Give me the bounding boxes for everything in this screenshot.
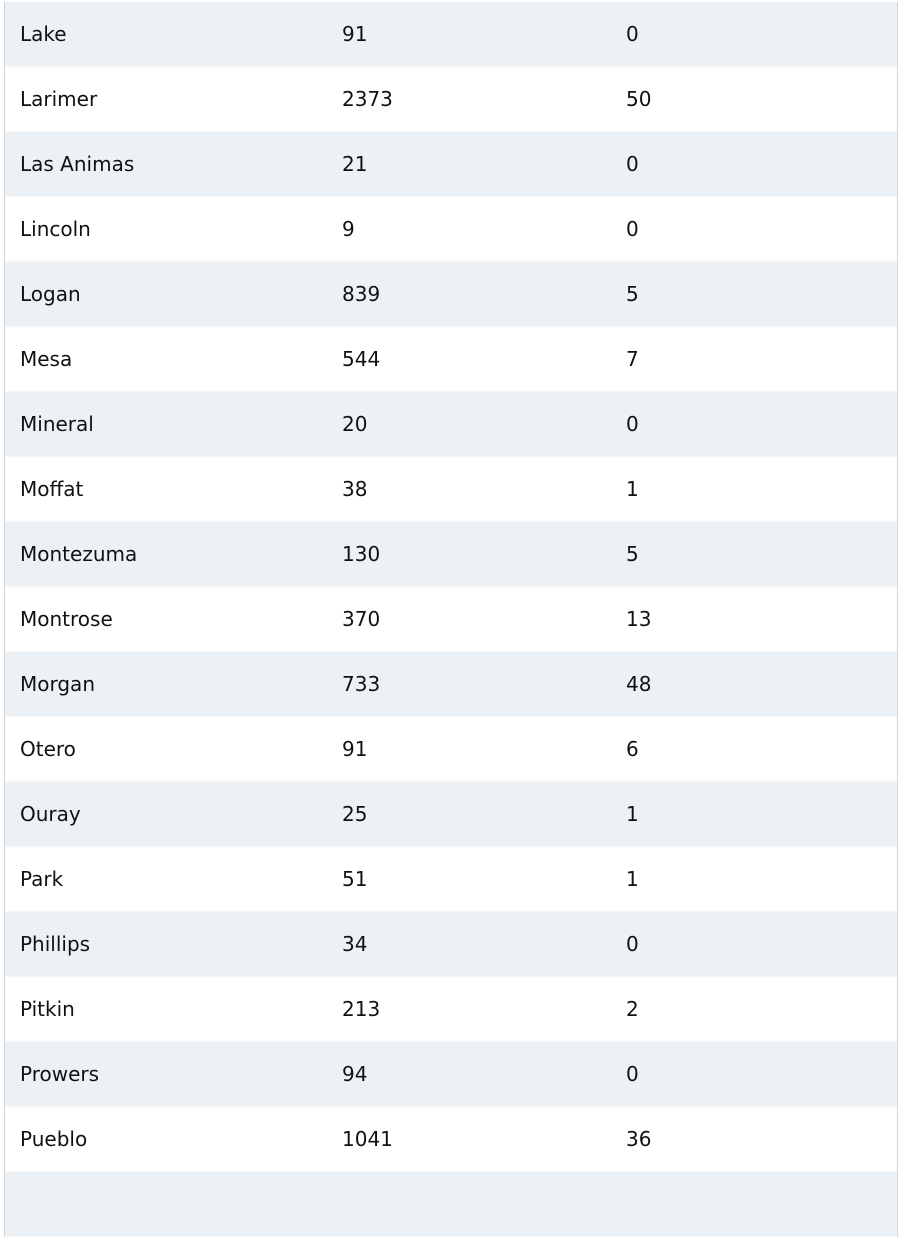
county-cell: Morgan [5,651,342,717]
cases-cell: 91 [342,716,626,782]
table-row: Mineral 20 0 [5,391,897,457]
table-body: Lake 91 0 Larimer 2373 50 Las Animas 21 0 Lincoln… [5,2,897,1237]
county-cell: Lake [5,2,342,67]
county-cell: Moffat [5,456,342,522]
table-row: Las Animas 21 0 [5,131,897,197]
table-row: Larimer 2373 50 [5,66,897,132]
table-row: Montrose 370 13 [5,586,897,652]
cases-cell: 94 [342,1041,626,1107]
deaths-cell: 13 [626,586,897,652]
county-cell: Logan [5,261,342,327]
cases-cell: 38 [342,456,626,522]
county-cell: Montezuma [5,521,342,587]
county-cell: Pitkin [5,976,342,1042]
deaths-cell: 0 [626,1041,897,1107]
deaths-cell: 0 [626,391,897,457]
table-row: Montezuma 130 5 [5,521,897,587]
deaths-cell: 0 [626,131,897,197]
deaths-cell: 48 [626,651,897,717]
cases-cell: 544 [342,326,626,392]
deaths-cell: 50 [626,66,897,132]
cases-cell: 213 [342,976,626,1042]
cases-cell: 2373 [342,66,626,132]
county-cell: Phillips [5,911,342,977]
table-row: Logan 839 5 [5,261,897,327]
deaths-cell: 5 [626,261,897,327]
deaths-cell: 2 [626,976,897,1042]
cases-cell: 370 [342,586,626,652]
table-row: Moffat 38 1 [5,456,897,522]
cases-cell: 21 [342,131,626,197]
table-row: Ouray 25 1 [5,781,897,847]
deaths-cell: 0 [626,196,897,262]
table-row: Mesa 544 7 [5,326,897,392]
county-cell: Larimer [5,66,342,132]
deaths-cell [626,1171,897,1237]
cases-cell: 839 [342,261,626,327]
county-cell: Mesa [5,326,342,392]
county-cell: Otero [5,716,342,782]
table-row: Lake 91 0 [5,2,897,67]
county-table: Lake 91 0 Larimer 2373 50 Las Animas 21 0 Lincoln… [4,2,898,1237]
cases-cell: 34 [342,911,626,977]
deaths-cell: 1 [626,846,897,912]
table-row: Pitkin 213 2 [5,976,897,1042]
county-cell: Ouray [5,781,342,847]
deaths-cell: 0 [626,2,897,67]
table-row: Otero 91 6 [5,716,897,782]
table-row: Park 51 1 [5,846,897,912]
table-row: Prowers 94 0 [5,1041,897,1107]
cases-cell: 733 [342,651,626,717]
table-row: Phillips 34 0 [5,911,897,977]
county-cell: Park [5,846,342,912]
cases-cell: 91 [342,2,626,67]
county-cell: Lincoln [5,196,342,262]
county-cell: Pueblo [5,1106,342,1172]
cases-cell: 130 [342,521,626,587]
county-cell: Las Animas [5,131,342,197]
table-row [5,1171,897,1237]
county-cell: Prowers [5,1041,342,1107]
table-row: Morgan 733 48 [5,651,897,717]
table-row: Lincoln 9 0 [5,196,897,262]
county-cell [5,1171,342,1237]
deaths-cell: 1 [626,781,897,847]
deaths-cell: 6 [626,716,897,782]
deaths-cell: 7 [626,326,897,392]
cases-cell: 25 [342,781,626,847]
county-cell: Mineral [5,391,342,457]
deaths-cell: 5 [626,521,897,587]
cases-cell: 20 [342,391,626,457]
cases-cell: 51 [342,846,626,912]
deaths-cell: 1 [626,456,897,522]
deaths-cell: 0 [626,911,897,977]
county-cell: Montrose [5,586,342,652]
cases-cell: 9 [342,196,626,262]
cases-cell [342,1171,626,1237]
